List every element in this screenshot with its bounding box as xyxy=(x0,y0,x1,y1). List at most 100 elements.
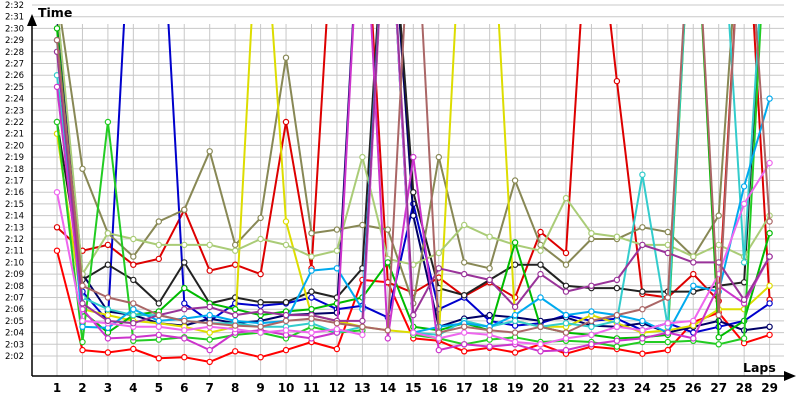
data-point xyxy=(639,317,646,325)
y-tick-label: 2:24 xyxy=(5,95,24,105)
data-point xyxy=(410,212,417,219)
data-point xyxy=(257,354,264,361)
data-point xyxy=(690,253,697,260)
data-point xyxy=(639,306,646,313)
x-tick-label: 16 xyxy=(430,381,447,395)
data-point xyxy=(562,320,570,327)
x-tick-label: 11 xyxy=(303,381,320,395)
data-point xyxy=(79,165,86,172)
data-point xyxy=(282,327,290,334)
data-point xyxy=(104,335,112,342)
y-tick-label: 2:08 xyxy=(5,282,24,292)
data-point xyxy=(766,300,773,307)
data-point xyxy=(461,348,468,355)
data-point xyxy=(461,341,468,348)
data-point xyxy=(333,325,341,333)
data-point xyxy=(486,343,493,350)
data-point xyxy=(53,25,61,32)
data-point xyxy=(155,300,162,307)
data-point xyxy=(435,335,442,342)
data-point xyxy=(664,320,672,327)
data-point xyxy=(740,279,748,286)
data-point xyxy=(231,311,239,319)
y-tick-label: 2:04 xyxy=(5,329,24,339)
data-point xyxy=(511,329,519,336)
data-point xyxy=(664,329,672,336)
y-tick-label: 2:12 xyxy=(5,235,24,245)
y-tick-label: 2:10 xyxy=(5,258,24,268)
data-point xyxy=(639,288,646,295)
data-point xyxy=(79,317,86,325)
x-tick-label: 21 xyxy=(558,381,575,395)
data-point xyxy=(562,288,570,295)
data-point xyxy=(461,323,468,330)
y-tick-label: 2:29 xyxy=(5,36,24,46)
data-point xyxy=(511,239,519,246)
data-point xyxy=(181,241,188,249)
x-tick-label: 13 xyxy=(354,381,371,395)
data-point xyxy=(231,306,239,313)
data-point xyxy=(130,311,137,319)
data-point xyxy=(435,153,442,161)
y-tick-label: 2:26 xyxy=(5,71,24,81)
data-point xyxy=(155,323,162,330)
series-line xyxy=(56,24,771,334)
x-tick-label: 12 xyxy=(329,381,346,395)
data-point xyxy=(511,338,519,346)
data-point xyxy=(104,294,112,301)
data-point xyxy=(155,331,162,339)
x-tick-label: 7 xyxy=(206,381,214,395)
data-point xyxy=(537,348,544,355)
data-point xyxy=(740,259,748,266)
y-tick-label: 2:15 xyxy=(5,200,24,210)
data-point xyxy=(690,259,697,266)
x-tick-label: 24 xyxy=(634,381,651,395)
x-axis-arrow-icon xyxy=(784,371,796,381)
data-point xyxy=(740,183,748,190)
y-tick-label: 2:18 xyxy=(5,165,24,175)
data-point xyxy=(588,323,595,330)
x-tick-label: 17 xyxy=(456,381,473,395)
y-tick-label: 2:31 xyxy=(5,13,24,23)
data-point xyxy=(333,320,341,327)
data-point xyxy=(461,329,468,336)
data-point xyxy=(613,233,621,240)
data-point xyxy=(130,334,137,341)
data-point xyxy=(308,229,315,237)
data-point xyxy=(206,336,213,343)
data-point xyxy=(181,317,188,325)
x-tick-label: 2 xyxy=(78,381,86,395)
data-point xyxy=(155,241,162,249)
data-point xyxy=(588,341,595,348)
data-point xyxy=(231,241,239,249)
data-point xyxy=(130,320,137,327)
data-point xyxy=(511,303,519,311)
y-tick-label: 2:07 xyxy=(5,294,24,304)
y-tick-label: 2:02 xyxy=(5,352,24,362)
data-point xyxy=(613,276,621,284)
data-point xyxy=(384,259,391,266)
data-point xyxy=(231,348,239,355)
data-point xyxy=(104,349,112,356)
data-point xyxy=(53,188,61,196)
data-point xyxy=(486,265,493,272)
data-point xyxy=(181,327,188,334)
data-point xyxy=(282,241,290,249)
data-point xyxy=(690,282,697,289)
data-point xyxy=(613,323,621,330)
data-point xyxy=(664,241,672,249)
data-point xyxy=(206,241,213,249)
data-point xyxy=(53,118,61,126)
data-point xyxy=(562,335,570,342)
data-point xyxy=(537,323,544,330)
data-point xyxy=(104,311,112,319)
data-point xyxy=(588,317,595,325)
data-point xyxy=(613,77,621,85)
data-point xyxy=(130,306,137,313)
data-point xyxy=(511,349,519,356)
data-point xyxy=(282,118,290,126)
x-axis-title: Laps xyxy=(743,360,776,375)
data-point xyxy=(257,308,264,315)
data-point xyxy=(333,345,341,353)
y-tick-label: 2:03 xyxy=(5,340,24,350)
